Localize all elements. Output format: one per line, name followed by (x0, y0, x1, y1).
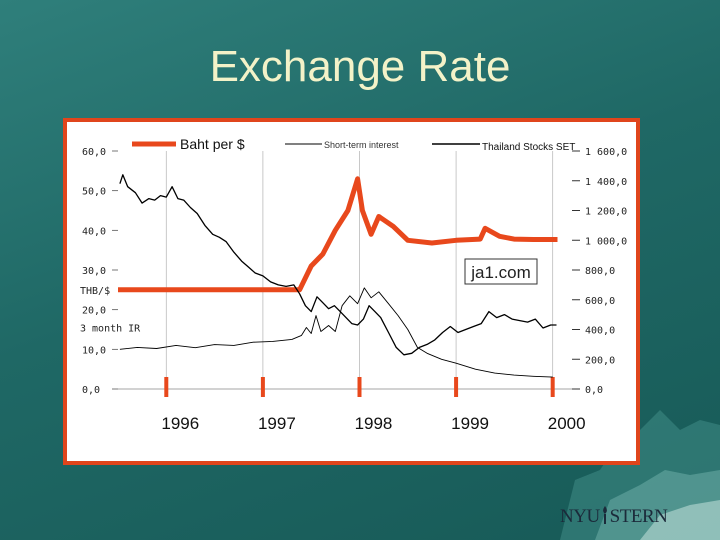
legend-label-baht: Baht per $ (180, 136, 245, 152)
left-unit-label: THB/$ (80, 286, 110, 297)
right-tick-label: 1 400,0 (585, 177, 627, 188)
x-tick-label: 1999 (451, 414, 489, 433)
watermark-box (464, 258, 538, 285)
legend-label-interest: Short-term interest (324, 140, 399, 150)
legend-label-set: Thailand Stocks SET (482, 142, 575, 153)
chart-frame (63, 118, 640, 465)
x-tick-label: 1998 (355, 414, 393, 433)
left-tick-label: 60,0 (82, 147, 106, 158)
slide-title: Exchange Rate (209, 42, 511, 91)
x-tick-label: 2000 (548, 414, 586, 433)
logo-text-stern: STERN (609, 506, 668, 527)
logo-text-nyu: NYU (560, 506, 600, 527)
right-tick-label: 1 200,0 (585, 207, 627, 218)
left-unit-label: 3 month IR (80, 324, 141, 335)
series-set-line (119, 174, 557, 356)
right-tick-label: 400,0 (585, 326, 615, 337)
right-tick-label: 800,0 (585, 266, 615, 277)
series-interest-line (119, 287, 553, 378)
series-baht-line (118, 176, 558, 293)
x-tick-label: 1997 (258, 414, 296, 433)
right-tick-label: 0,0 (585, 385, 603, 396)
right-tick-label: 600,0 (585, 296, 615, 307)
left-tick-label: 0,0 (82, 385, 100, 396)
left-tick-label: 20,0 (82, 306, 106, 317)
right-tick-label: 200,0 (585, 355, 615, 366)
left-tick-label: 10,0 (82, 345, 106, 356)
left-tick-label: 50,0 (82, 187, 106, 198)
watermark-text: ja1.com (470, 263, 531, 282)
left-tick-label: 40,0 (82, 226, 106, 237)
nyu-stern-logo: NYU STERN (560, 506, 676, 530)
torch-icon (602, 506, 607, 524)
right-tick-label: 1 000,0 (585, 236, 627, 247)
left-tick-label: 30,0 (82, 266, 106, 277)
x-tick-label: 1996 (161, 414, 199, 433)
right-tick-label: 1 600,0 (585, 147, 627, 158)
